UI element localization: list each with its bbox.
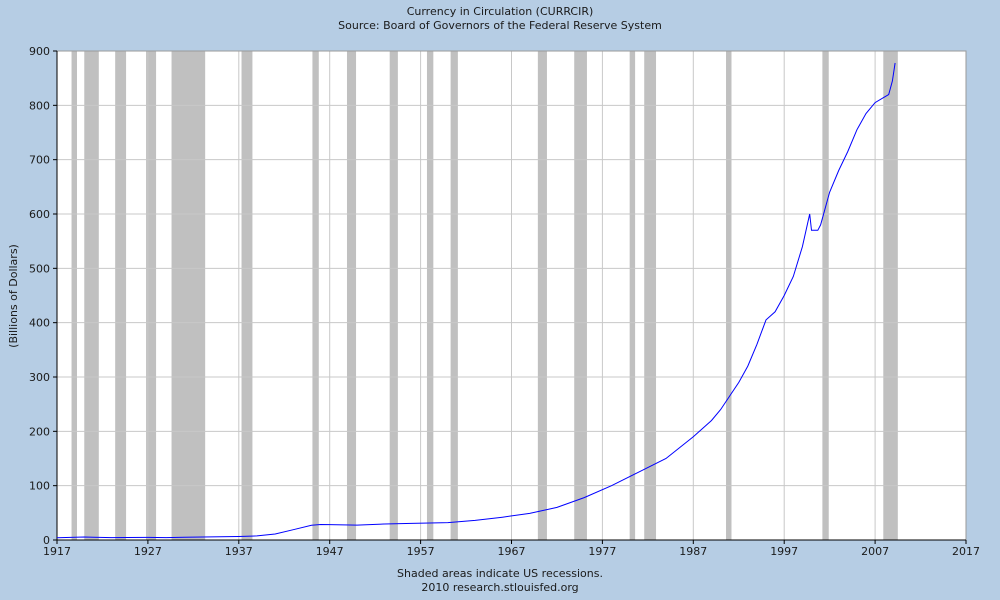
recession-band: [389, 51, 398, 540]
x-tick-label: 1987: [679, 545, 707, 558]
x-tick-label: 2017: [952, 545, 980, 558]
y-tick-label: 0: [43, 534, 50, 547]
chart-footer-note: Shaded areas indicate US recessions.: [397, 567, 603, 580]
x-tick-label: 1947: [316, 545, 344, 558]
chart-title: Currency in Circulation (CURRCIR): [407, 5, 594, 18]
x-tick-label: 1977: [588, 545, 616, 558]
y-tick-label: 300: [29, 371, 50, 384]
series-line: [56, 62, 896, 539]
recession-band: [346, 51, 357, 540]
plot-area: 0 100 200 300 400 500 600 700 800 900 1917 1927 1937…: [29, 45, 980, 558]
recession-band: [312, 51, 319, 540]
x-tick-label: 1917: [43, 545, 71, 558]
x-tick-label: 2007: [861, 545, 889, 558]
recession-band: [450, 51, 458, 540]
recession-band: [629, 51, 636, 540]
x-tick-label: 1927: [134, 545, 162, 558]
y-tick-label: 100: [29, 480, 50, 493]
recession-band: [171, 51, 206, 540]
recession-band: [84, 51, 99, 540]
chart-footer-source: 2010 research.stlouisfed.org: [421, 581, 578, 594]
y-tick-label: 400: [29, 317, 50, 330]
recession-band: [241, 51, 253, 540]
x-tick-label: 1997: [770, 545, 798, 558]
chart-subtitle: Source: Board of Governors of the Federa…: [338, 19, 662, 32]
recession-band: [537, 51, 547, 540]
y-tick-label: 600: [29, 208, 50, 221]
y-tick-label: 500: [29, 262, 50, 275]
recession-band: [644, 51, 657, 540]
recession-band: [71, 51, 77, 540]
recession-band: [726, 51, 732, 540]
y-tick-label: 900: [29, 45, 50, 58]
x-tick-label: 1967: [498, 545, 526, 558]
recession-band: [115, 51, 127, 540]
recession-band: [822, 51, 829, 540]
recession-band: [574, 51, 587, 540]
recession-band: [146, 51, 157, 540]
y-tick-label: 800: [29, 99, 50, 112]
y-tick-label: 200: [29, 425, 50, 438]
recession-band: [426, 51, 434, 540]
recession-band: [883, 51, 898, 540]
y-tick-label: 700: [29, 154, 50, 167]
y-axis-label: (Billions of Dollars): [7, 244, 20, 348]
x-tick-label: 1957: [407, 545, 435, 558]
x-tick-label: 1937: [225, 545, 253, 558]
